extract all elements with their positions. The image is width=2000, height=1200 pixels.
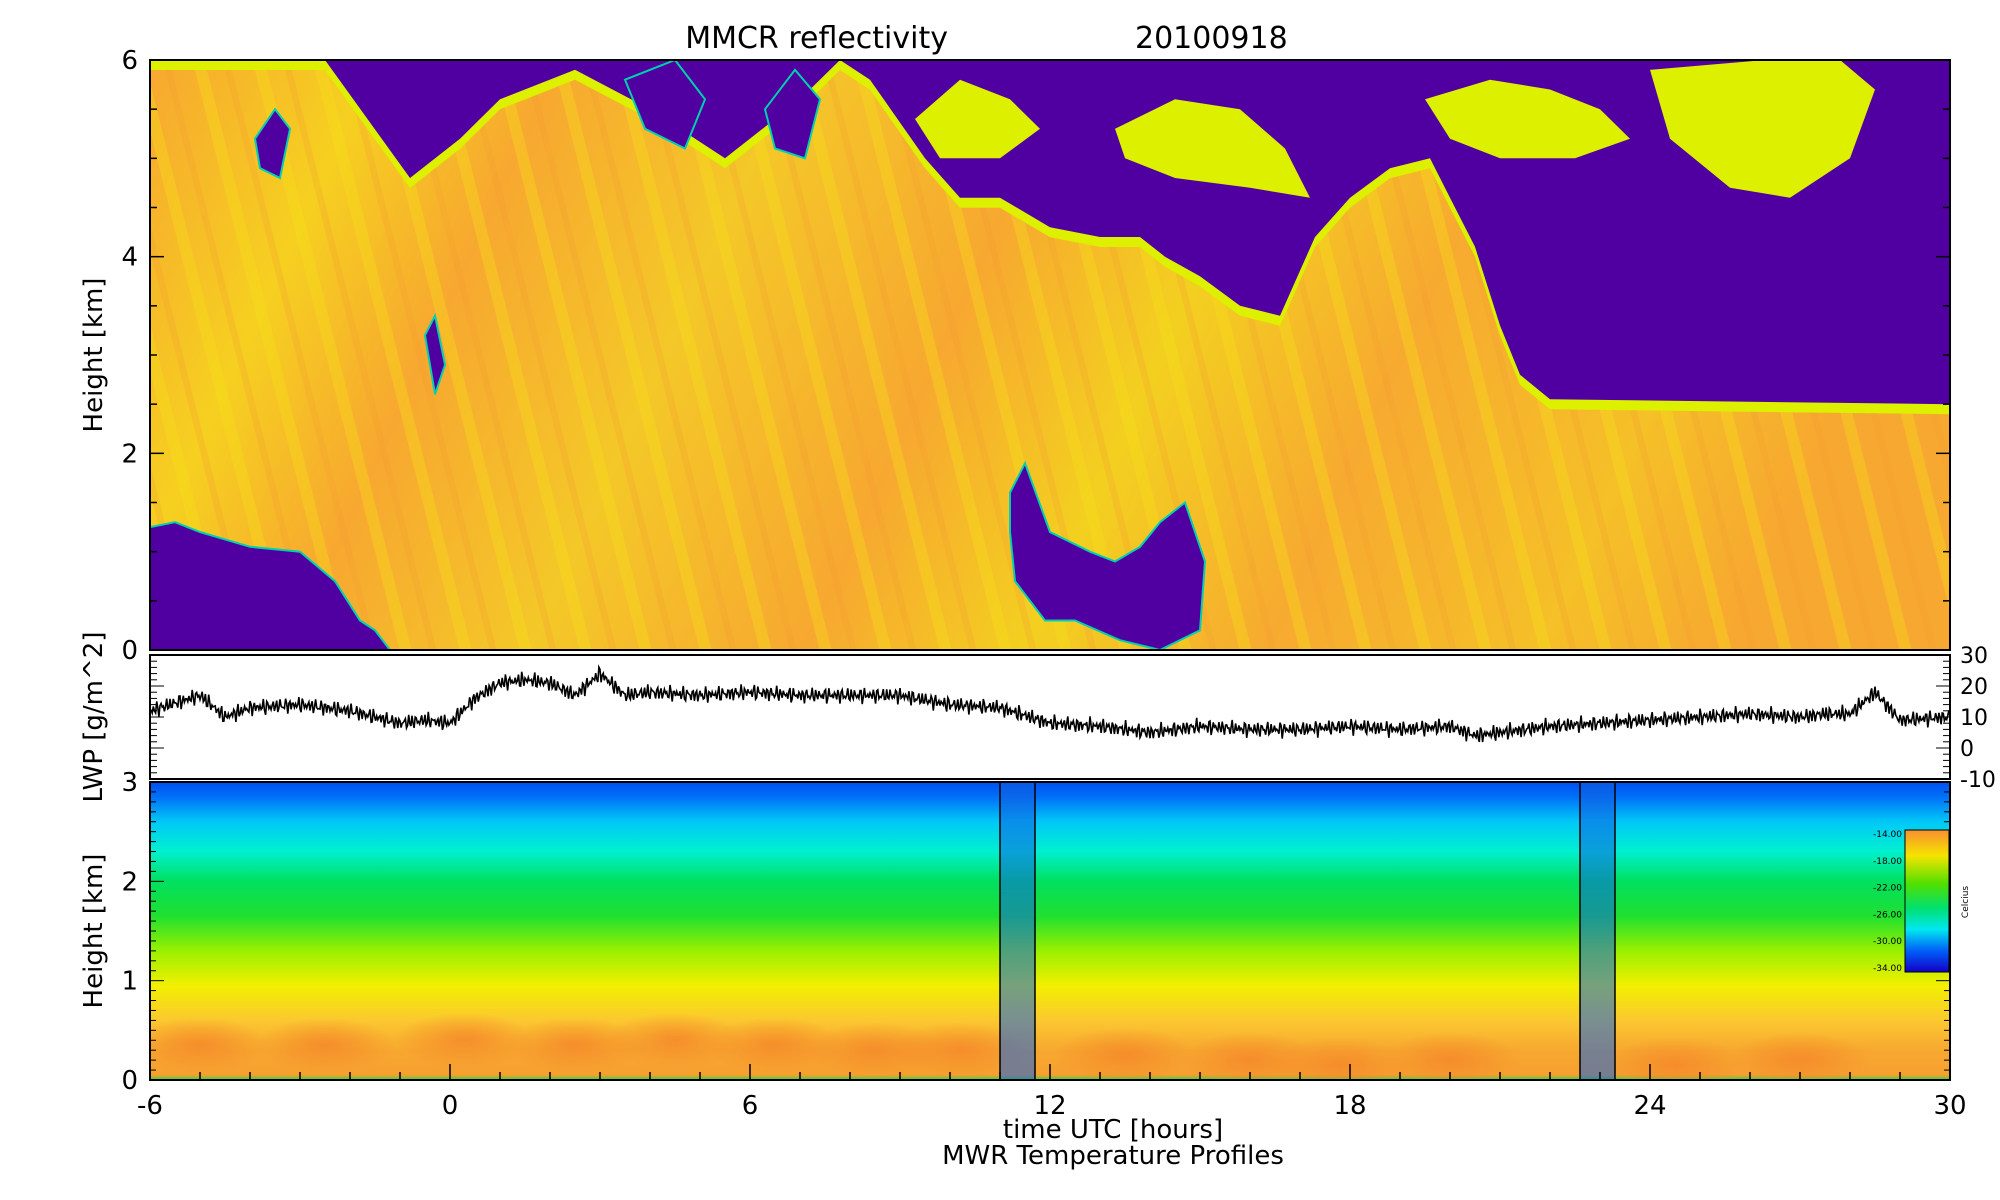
- temperature-ytick-label: 1: [121, 967, 138, 997]
- lwp-series-line: [149, 664, 1951, 743]
- lwp-frame: [149, 654, 1951, 780]
- warm-cell: [890, 1022, 1030, 1079]
- clear-pocket-4: [423, 312, 447, 395]
- x-axis-tick-label: 6: [742, 1091, 759, 1121]
- x-axis-tick-label: 24: [1633, 1091, 1666, 1121]
- lwp-ytick-label: 20: [1960, 675, 1988, 700]
- warm-cell: [395, 1012, 535, 1069]
- lwp-ytick-label: 30: [1960, 644, 1988, 669]
- colorbar-tick-label: -22.00: [1873, 884, 1902, 894]
- low-clear-region: [150, 521, 392, 650]
- colorbar-tick-label: -14.00: [1873, 830, 1902, 840]
- warm-cell: [150, 1017, 270, 1074]
- cloud-fall-streaks: [150, 70, 1950, 650]
- colorbar-unit: Celcius: [1961, 886, 1971, 918]
- reflectivity-ylabel: Height [km]: [79, 278, 109, 433]
- warm-cell: [1380, 1032, 1520, 1080]
- cloud-patch-2: [1425, 79, 1630, 159]
- reflectivity-ytick-label: 6: [121, 46, 138, 76]
- x-axis-tick-label: 30: [1933, 1091, 1966, 1121]
- clear-pocket-3: [763, 68, 822, 160]
- colorbar-gradient: [1904, 829, 1950, 973]
- clear-pocket-2: [623, 60, 707, 150]
- colorbar-tick-label: -26.00: [1873, 910, 1902, 920]
- figure-footer: MWR Temperature Profiles: [942, 1141, 1284, 1171]
- warm-cell: [1270, 1037, 1410, 1080]
- x-axis-tick-label: -6: [137, 1091, 163, 1121]
- warm-cell: [1605, 1037, 1745, 1080]
- x-axis-label: time UTC [hours]: [1003, 1115, 1223, 1145]
- cloud-patch-0: [915, 79, 1040, 159]
- cloud-patch-3: [1650, 60, 1875, 198]
- temperature-ylabel: Height [km]: [79, 854, 109, 1009]
- temperature-ytick-label: 2: [121, 867, 138, 897]
- lwp-ytick-label: 0: [1960, 737, 1974, 762]
- lwp-ylabel: LWP [g/m^2]: [79, 632, 109, 803]
- reflectivity-ytick-label: 0: [121, 636, 138, 666]
- temperature-ytick-label: 0: [121, 1066, 138, 1096]
- x-axis-tick-label: 0: [442, 1091, 459, 1121]
- warm-cell: [1730, 1032, 1870, 1080]
- missing-data-band: [1580, 782, 1615, 1080]
- lwp-ytick-label: 10: [1960, 706, 1988, 731]
- warm-cell: [255, 1017, 395, 1074]
- clear-pocket-0: [1009, 460, 1207, 650]
- warm-cell: [1055, 1027, 1195, 1080]
- colorbar-tick-label: -30.00: [1873, 937, 1902, 947]
- cloud-patch-1: [1115, 99, 1310, 198]
- lwp-ytick-label: -10: [1960, 768, 1996, 793]
- chart-title-date: 20100918: [1135, 21, 1288, 56]
- missing-data-band: [1000, 782, 1035, 1080]
- colorbar: -14.00 -18.00 -22.00 -26.00 -30.00 -34.00 Cel…: [1873, 829, 1971, 974]
- reflectivity-panel: 0 2 4 6 Height [km]: [79, 46, 1951, 666]
- x-axis-tick-label: 18: [1333, 1091, 1366, 1121]
- chart-title-left: MMCR reflectivity: [685, 21, 948, 56]
- x-axis-tick-label: 12: [1033, 1091, 1066, 1121]
- colorbar-tick-label: -34.00: [1873, 964, 1902, 974]
- colorbar-tick-label: -18.00: [1873, 857, 1902, 867]
- clear-pocket-1: [253, 107, 292, 180]
- temperature-ytick-label: 3: [121, 768, 138, 798]
- reflectivity-ytick-label: 2: [121, 439, 138, 469]
- reflectivity-ytick-label: 4: [121, 243, 138, 273]
